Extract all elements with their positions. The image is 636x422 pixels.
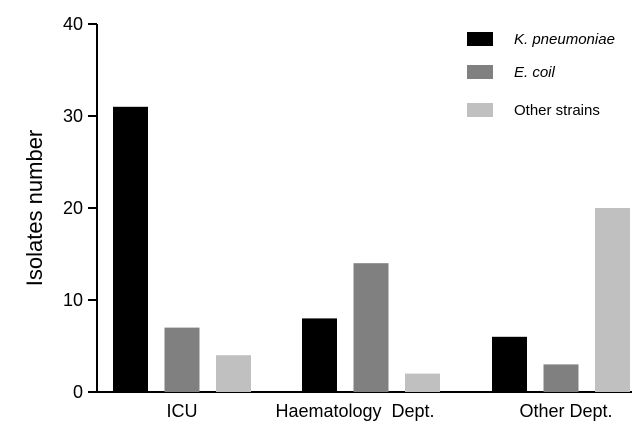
legend-swatch: [467, 65, 493, 79]
x-category-label: ICU: [167, 401, 198, 421]
y-axis-ticks: 0 10 20 30 40: [63, 14, 97, 402]
legend-label: Other strains: [514, 102, 600, 119]
x-category-label: Other Dept.: [519, 401, 612, 421]
bar-other-strains-2: [595, 208, 630, 392]
bar-k-pneumoniae-1: [302, 318, 337, 392]
y-tick-label: 40: [63, 14, 83, 34]
bar-k-pneumoniae-0: [113, 106, 148, 393]
x-category-label: Haematology Dept.: [275, 401, 434, 421]
legend-swatch: [467, 32, 493, 46]
bar-k-pneumoniae-2: [492, 336, 527, 392]
category-labels: ICU Haematology Dept. Other Dept.: [167, 401, 613, 421]
y-axis-title: Isolates number: [22, 130, 47, 287]
legend: K. pneumoniae E. coil Other strains: [467, 31, 615, 119]
legend-label: K. pneumoniae: [514, 31, 615, 48]
y-tick-label: 30: [63, 106, 83, 126]
bar-e-coil-1: [353, 263, 389, 392]
bar-e-coil-0: [164, 327, 200, 392]
y-tick-label: 10: [63, 290, 83, 310]
legend-label: E. coil: [514, 64, 556, 81]
bar-e-coil-2: [543, 364, 579, 392]
y-tick-label: 20: [63, 198, 83, 218]
bar-other-strains-1: [405, 373, 440, 392]
bars: [113, 106, 630, 393]
y-tick-label: 0: [73, 382, 83, 402]
legend-swatch: [467, 103, 493, 117]
bar-other-strains-0: [216, 355, 251, 392]
